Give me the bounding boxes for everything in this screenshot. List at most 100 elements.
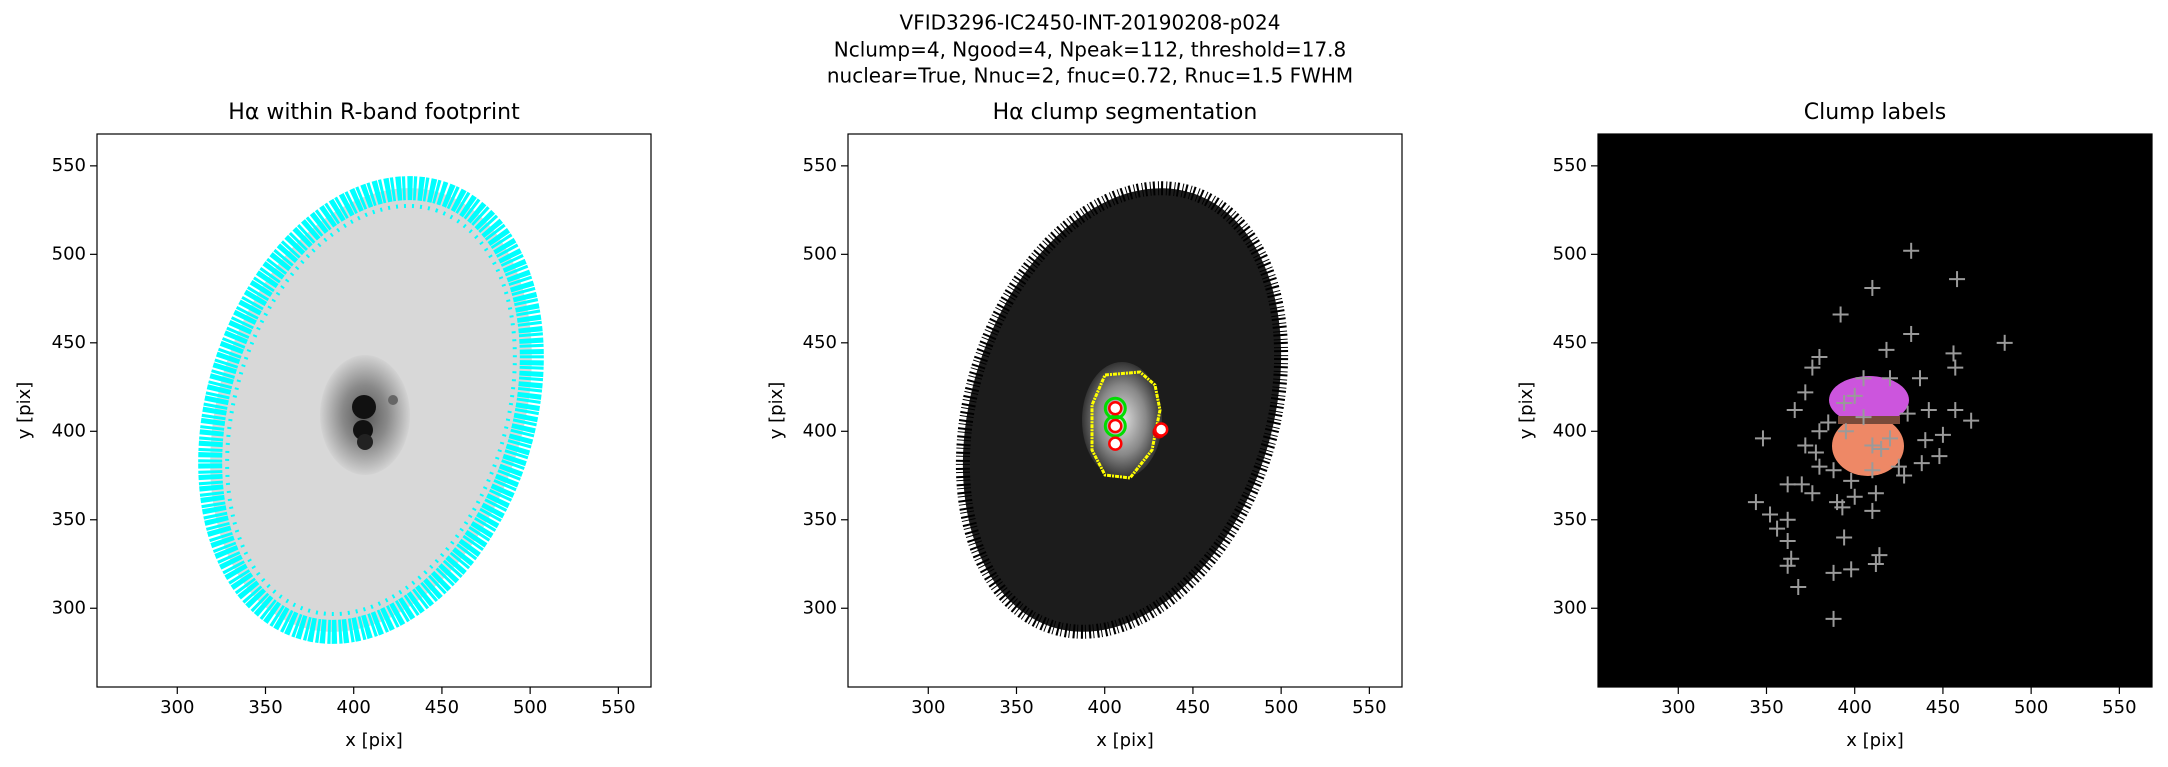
peak-marker — [1864, 279, 1881, 296]
x-tick-label: 500 — [2014, 697, 2048, 718]
panel-title: Hα clump segmentation — [993, 100, 1258, 125]
y-tick-label: 400 — [52, 420, 86, 441]
peak-marker — [1903, 325, 1920, 342]
x-tick-label: 300 — [911, 697, 945, 718]
peak-marker — [1913, 455, 1930, 472]
peak-marker — [1783, 550, 1800, 567]
peak-marker — [1945, 345, 1962, 362]
peak-marker — [1873, 440, 1890, 457]
peak-marker — [1843, 472, 1860, 489]
peak-marker — [1837, 423, 1854, 440]
peak-marker — [1871, 547, 1888, 564]
clump-marker — [1103, 396, 1127, 420]
x-tick-label: 350 — [248, 697, 282, 718]
y-tick-label: 500 — [803, 243, 837, 264]
clump-marker — [1153, 422, 1169, 437]
peak-marker — [1890, 458, 1907, 475]
x-tick-label: 350 — [999, 697, 1033, 718]
peak-marker — [1864, 462, 1881, 479]
peak-marker — [1846, 488, 1863, 505]
y-axis-label: y [pix] — [1516, 382, 1537, 440]
x-axis-label: x [pix] — [345, 730, 403, 751]
y-tick-label: 300 — [803, 597, 837, 618]
peak-marker — [1769, 520, 1786, 537]
peak-marker — [1779, 511, 1796, 528]
peak-marker — [1797, 437, 1814, 454]
peak-marker — [1963, 412, 1980, 429]
y-tick-label: 500 — [52, 243, 86, 264]
peak-marker — [1947, 359, 1964, 376]
panel-title: Hα within R-band footprint — [228, 100, 520, 125]
y-tick-label: 300 — [1553, 597, 1587, 618]
peak-marker — [1867, 556, 1884, 573]
x-tick-label: 550 — [1352, 697, 1386, 718]
y-tick-label: 450 — [1553, 332, 1587, 353]
peak-marker — [1903, 242, 1920, 259]
peak-marker — [1917, 432, 1934, 449]
peak-marker — [1836, 529, 1853, 546]
peak-marker — [1779, 533, 1796, 550]
image-1 — [198, 176, 544, 644]
axes-frame — [96, 133, 652, 688]
axes-frame — [847, 133, 1403, 688]
peak-marker — [1807, 444, 1824, 461]
axes-frame — [1597, 133, 2153, 688]
peak-marker — [1934, 426, 1951, 443]
peak-marker — [1747, 494, 1764, 511]
y-axis-label: y [pix] — [766, 382, 787, 440]
x-axis-label: x [pix] — [1846, 730, 1904, 751]
x-tick-label: 400 — [1838, 697, 1872, 718]
y-tick-label: 300 — [52, 597, 86, 618]
peak-marker — [1811, 458, 1828, 475]
peak-marker — [1811, 423, 1828, 440]
peak-marker — [1947, 402, 1964, 419]
y-tick-label: 500 — [1553, 243, 1587, 264]
y-tick-label: 550 — [803, 155, 837, 176]
peak-marker — [1779, 476, 1796, 493]
peak-marker — [1996, 334, 2013, 351]
peak-marker — [1762, 506, 1779, 523]
peak-marker — [1797, 384, 1814, 401]
y-tick-label: 400 — [1553, 420, 1587, 441]
x-tick-label: 550 — [2102, 697, 2136, 718]
peak-marker — [1820, 414, 1837, 431]
peak-marker — [1920, 402, 1937, 419]
peak-marker — [1834, 499, 1851, 516]
peak-marker — [1949, 271, 1966, 288]
y-tick-label: 400 — [803, 420, 837, 441]
x-tick-label: 550 — [601, 697, 635, 718]
panel-title: Clump labels — [1804, 100, 1946, 125]
peak-marker — [1867, 485, 1884, 502]
peak-marker — [1911, 370, 1928, 387]
x-tick-label: 450 — [1176, 697, 1210, 718]
y-tick-label: 350 — [803, 509, 837, 530]
peak-marker — [1804, 359, 1821, 376]
peak-marker — [1754, 430, 1771, 447]
x-tick-label: 300 — [160, 697, 194, 718]
peak-marker — [1864, 502, 1881, 519]
clump-marker — [1108, 436, 1123, 451]
y-tick-label: 550 — [1553, 155, 1587, 176]
x-tick-label: 500 — [1264, 697, 1298, 718]
peak-marker — [1786, 402, 1803, 419]
peak-marker — [1899, 405, 1916, 422]
suptitle: VFID3296-IC2450-INT-20190208-p024 — [900, 11, 1281, 35]
x-tick-label: 400 — [1088, 697, 1122, 718]
y-axis-label: y [pix] — [14, 382, 35, 440]
clump-marker — [1103, 414, 1127, 438]
peak-marker — [1779, 557, 1796, 574]
peak-marker — [1793, 476, 1810, 493]
peak-marker — [1878, 341, 1895, 358]
y-tick-label: 350 — [1553, 509, 1587, 530]
x-tick-label: 450 — [425, 697, 459, 718]
suptitle: nuclear=True, Nnuc=2, fnuc=0.72, Rnuc=1.… — [827, 64, 1353, 88]
y-tick-label: 450 — [803, 332, 837, 353]
peak-marker — [1864, 437, 1881, 454]
image-3 — [1598, 134, 2152, 687]
suptitle: Nclump=4, Ngood=4, Npeak=112, threshold=… — [834, 38, 1347, 62]
peak-marker — [1881, 370, 1898, 387]
peak-marker — [1832, 306, 1849, 323]
peak-marker — [1855, 370, 1872, 387]
peak-marker — [1843, 561, 1860, 578]
